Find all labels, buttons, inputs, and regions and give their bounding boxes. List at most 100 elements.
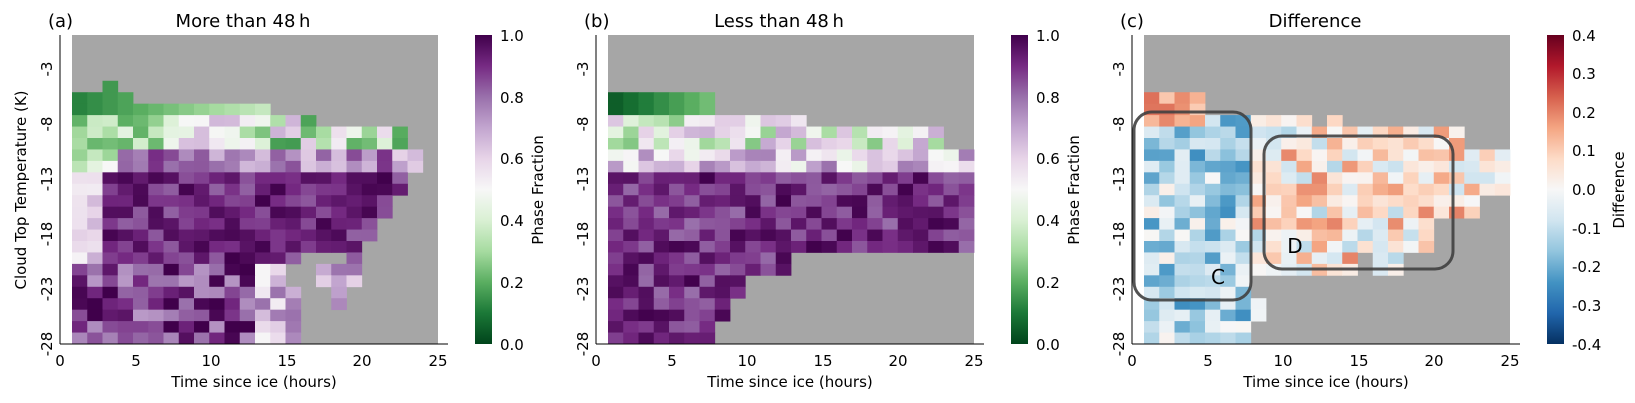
- heatmap-cell: [1372, 252, 1389, 265]
- heatmap-cell: [1479, 160, 1496, 173]
- heatmap-cell: [270, 298, 286, 311]
- heatmap-cell: [1144, 218, 1160, 230]
- heatmap-cell: [897, 229, 914, 242]
- heatmap-cell: [72, 275, 88, 288]
- heatmap-cell: [714, 138, 731, 150]
- heatmap-cell: [1266, 263, 1282, 276]
- heatmap-cell: [133, 275, 149, 288]
- heatmap-cell: [87, 275, 103, 288]
- heatmap-cell: [806, 218, 822, 230]
- heatmap-cell: [102, 321, 119, 333]
- heatmap-cell: [1250, 126, 1267, 139]
- heatmap-cell: [1311, 126, 1328, 139]
- heatmap-cell: [1205, 218, 1221, 230]
- heatmap-cell: [1418, 229, 1435, 242]
- heatmap-cell: [102, 218, 119, 230]
- heatmap-cell: [775, 229, 792, 242]
- heatmap-cell: [331, 206, 347, 219]
- heatmap-cell: [1281, 252, 1297, 265]
- colorbar-tick: 0.4: [1036, 212, 1060, 230]
- heatmap-cell: [638, 160, 655, 173]
- heatmap-cell: [163, 126, 180, 139]
- heatmap-cell: [1433, 195, 1450, 208]
- heatmap-cell: [775, 138, 792, 150]
- heatmap-cell: [791, 172, 807, 185]
- heatmap-cell: [1159, 286, 1175, 299]
- heatmap-cell: [913, 206, 929, 219]
- heatmap-cell: [1235, 126, 1252, 139]
- heatmap-cell: [867, 183, 883, 196]
- heatmap-cell: [224, 206, 241, 219]
- heatmap-cell: [958, 229, 975, 242]
- heatmap-cell: [1357, 149, 1374, 162]
- heatmap-cell: [958, 195, 975, 208]
- heatmap-cell: [760, 115, 777, 127]
- heatmap-cell: [163, 183, 180, 196]
- heatmap-cell: [653, 103, 670, 116]
- heatmap-cell: [209, 149, 225, 162]
- heatmap-cell: [913, 149, 929, 162]
- heatmap-cell: [102, 206, 119, 219]
- heatmap-cell: [1403, 126, 1419, 139]
- heatmap-cell: [1159, 195, 1175, 208]
- heatmap-cell: [87, 298, 103, 311]
- heatmap-cell: [224, 115, 241, 127]
- heatmap-cell: [1174, 241, 1191, 253]
- heatmap-cell: [653, 298, 670, 311]
- heatmap-cell: [377, 172, 393, 185]
- heatmap-cell: [1266, 229, 1282, 242]
- heatmap-cell: [1266, 126, 1282, 139]
- heatmap-cell: [270, 138, 286, 150]
- colorbar-tick: 0.2: [500, 274, 524, 292]
- heatmap-cell: [699, 172, 716, 185]
- heatmap-cell: [285, 286, 302, 299]
- heatmap-cell: [836, 126, 853, 139]
- heatmap-cell: [1174, 103, 1191, 116]
- heatmap-cell: [821, 126, 838, 139]
- heatmap-cell: [699, 309, 716, 322]
- heatmap-cell: [1220, 138, 1236, 150]
- heatmap-cell: [1281, 149, 1297, 162]
- heatmap-cell: [1220, 115, 1236, 127]
- heatmap-cell: [87, 206, 103, 219]
- heatmap-cell: [1159, 229, 1175, 242]
- heatmap-cell: [1357, 241, 1374, 253]
- heatmap-cell: [148, 218, 164, 230]
- heatmap-cell: [285, 218, 302, 230]
- heatmap-cell: [699, 160, 716, 173]
- heatmap-cell: [1266, 149, 1282, 162]
- heatmap-cell: [148, 263, 164, 276]
- heatmap-cell: [745, 183, 761, 196]
- heatmap-cell: [1159, 103, 1175, 116]
- heatmap-cell: [1250, 241, 1267, 253]
- heatmap-cell: [377, 138, 393, 150]
- heatmap-cell: [346, 241, 363, 253]
- heatmap-cell: [623, 218, 639, 230]
- heatmap-cell: [684, 275, 700, 288]
- heatmap-cell: [699, 241, 716, 253]
- heatmap-cell: [1311, 229, 1328, 242]
- heatmap-cell: [163, 252, 180, 265]
- heatmap-cell: [913, 195, 929, 208]
- heatmap-cell: [821, 183, 838, 196]
- heatmap-cell: [346, 183, 363, 196]
- heatmap-cell: [760, 263, 777, 276]
- heatmap-cell: [821, 138, 838, 150]
- heatmap-cell: [178, 160, 195, 173]
- heatmap-cell: [1357, 195, 1374, 208]
- heatmap-cell: [730, 115, 746, 127]
- heatmap-cell: [745, 138, 761, 150]
- heatmap-cell: [255, 183, 271, 196]
- heatmap-cell: [897, 149, 914, 162]
- panel-b-axes: [595, 35, 984, 345]
- heatmap-cell: [1464, 183, 1480, 196]
- heatmap-cell: [1418, 195, 1435, 208]
- heatmap-cell: [714, 172, 731, 185]
- panel-b-colorbar-label: Phase Fraction: [1065, 135, 1083, 244]
- heatmap-cell: [1296, 252, 1313, 265]
- heatmap-cell: [745, 195, 761, 208]
- panel-b-colorbar-gradient: [1011, 35, 1028, 344]
- heatmap-cell: [1159, 321, 1175, 333]
- heatmap-cell: [882, 149, 899, 162]
- heatmap-cell: [87, 103, 103, 116]
